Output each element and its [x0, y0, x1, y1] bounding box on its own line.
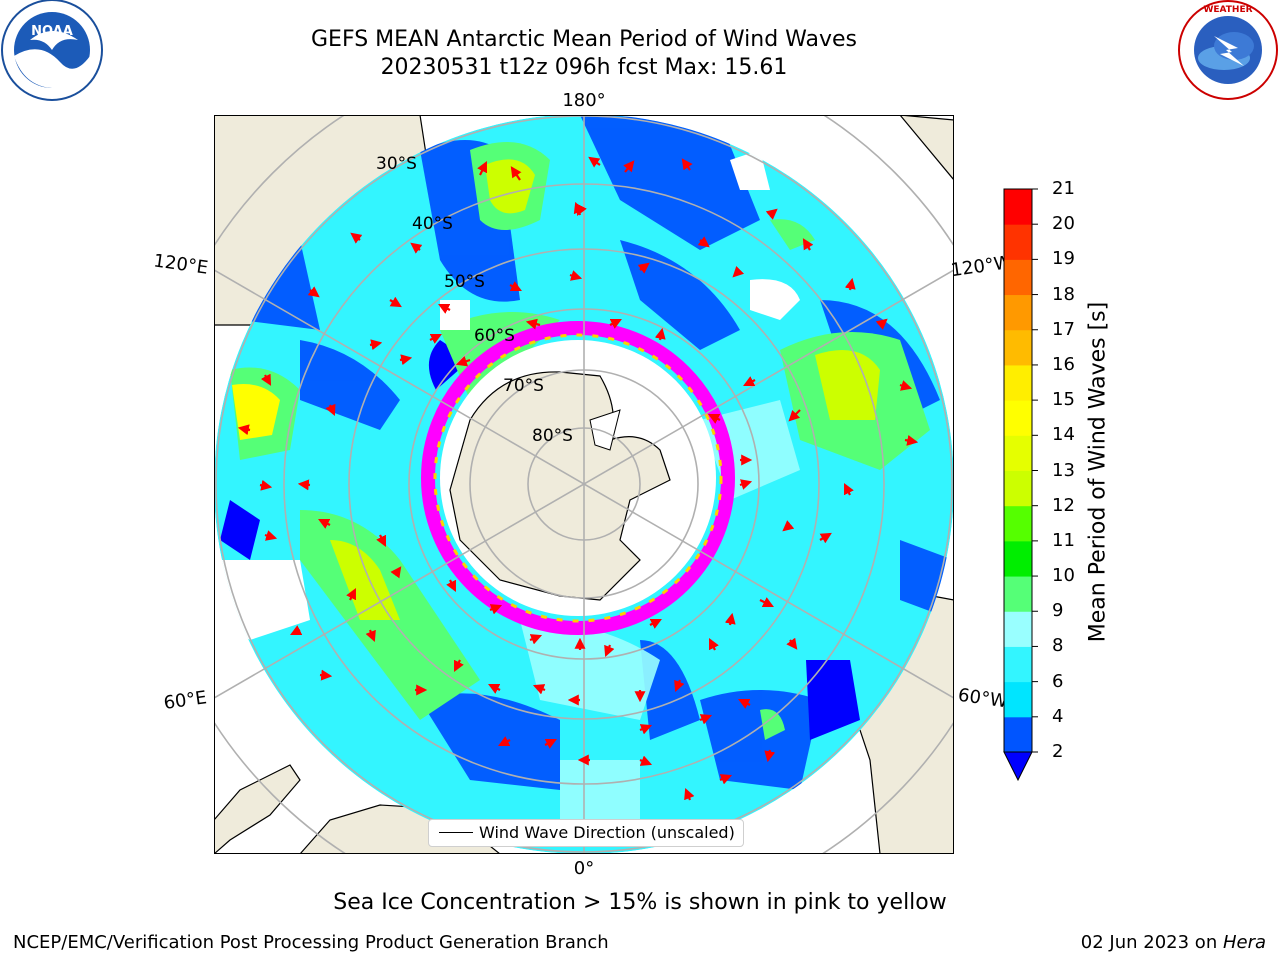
nws-logo-icon: WEATHER [1178, 0, 1278, 100]
colorbar-segment [1004, 224, 1032, 260]
noaa-logo-icon: NOAA [1, 0, 103, 101]
svg-text:WEATHER: WEATHER [1203, 5, 1252, 15]
colorbar-segment [1004, 364, 1032, 401]
colorbar-tick-label: 18 [1052, 283, 1075, 305]
colorbar-tick-label: 14 [1052, 424, 1075, 446]
colorbar-tick-label: 6 [1052, 670, 1064, 692]
colorbar-segment [1004, 576, 1032, 612]
lon-label-0: 0° [574, 858, 594, 879]
map-legend: Wind Wave Direction (unscaled) [428, 819, 744, 847]
lon-label-120e: 120°E [152, 250, 209, 278]
lat-label-50s: 50°S [444, 272, 485, 292]
map-frame-area [214, 115, 954, 854]
footer-host: Hera [1222, 932, 1266, 953]
colorbar-segment [1004, 470, 1032, 507]
colorbar-segment [1004, 611, 1032, 647]
colorbar-tick-label: 17 [1052, 318, 1075, 340]
lon-label-60e: 60°E [162, 687, 208, 714]
colorbar-tick-label: 12 [1052, 494, 1075, 516]
footer-date: 02 Jun 2023 on Hera [1080, 932, 1266, 953]
legend-label: Wind Wave Direction (unscaled) [479, 823, 735, 842]
colorbar-segment [1004, 400, 1032, 436]
colorbar-tick-label: 13 [1052, 459, 1075, 481]
colorbar-tick-label: 15 [1052, 389, 1075, 411]
colorbar-tick-label: 20 [1052, 213, 1075, 235]
lat-label-70s: 70°S [503, 376, 544, 396]
chart-title: GEFS MEAN Antarctic Mean Period of Wind … [311, 27, 857, 52]
colorbar-tick-label: 9 [1052, 600, 1064, 622]
colorbar-segment [1004, 259, 1032, 296]
ice-note: Sea Ice Concentration > 15% is shown in … [333, 890, 947, 915]
colorbar-tick-label: 19 [1052, 248, 1075, 270]
lat-label-60s: 60°S [474, 326, 515, 346]
colorbar-tick-label: 10 [1052, 565, 1075, 587]
colorbar-tick-label: 2 [1052, 741, 1064, 762]
colorbar-extend-arrow [1003, 751, 1033, 782]
colorbar-segment [1004, 646, 1032, 683]
colorbar-tick-label: 16 [1052, 353, 1075, 375]
colorbar [1003, 188, 1038, 782]
colorbar-segment [1004, 716, 1032, 753]
noaa-logo-text: NOAA [31, 24, 73, 39]
colorbar-segment [1004, 540, 1032, 577]
chart-subtitle: 20230531 t12z 096h fcst Max: 15.61 [380, 55, 788, 80]
lat-label-80s: 80°S [532, 426, 573, 446]
lat-label-30s: 30°S [376, 154, 417, 174]
colorbar-segment [1004, 505, 1032, 542]
colorbar-segment [1004, 681, 1032, 718]
colorbar-segment [1004, 294, 1032, 331]
colorbar-tick-label: 21 [1052, 178, 1075, 199]
colorbar-segment [1004, 435, 1032, 471]
lat-label-40s: 40°S [412, 214, 453, 234]
wind-wave-arrows [237, 156, 919, 801]
footer-credit: NCEP/EMC/Verification Post Processing Pr… [13, 932, 609, 953]
lon-label-60w: 60°W [957, 685, 1009, 713]
legend-line-icon [439, 832, 473, 833]
lon-label-180: 180° [562, 90, 605, 111]
colorbar-tick-label: 4 [1052, 705, 1064, 727]
colorbar-tick-label: 11 [1052, 529, 1075, 551]
colorbar-segment [1004, 189, 1032, 225]
colorbar-segment [1004, 329, 1032, 366]
colorbar-tick-label: 8 [1052, 635, 1064, 657]
